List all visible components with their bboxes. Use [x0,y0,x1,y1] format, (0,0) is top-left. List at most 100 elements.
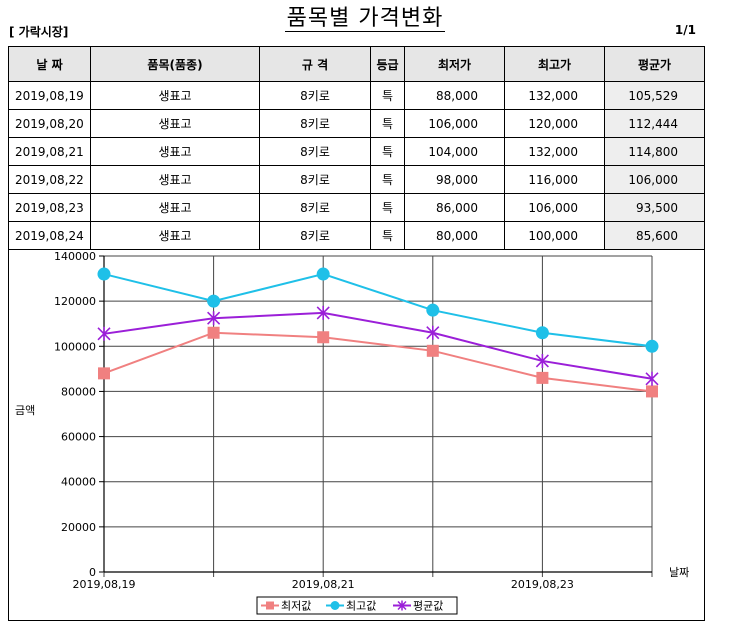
x-tick-label: 2019,08,19 [73,578,136,591]
y-tick-label: 120000 [54,295,96,308]
cell-spec: 8키로 [259,165,371,194]
cell-grade: 특 [370,221,405,250]
cell-max-price: 100,000 [504,221,605,250]
data-point-0-4 [536,371,549,384]
cell-avg-price: 106,000 [604,165,705,194]
cell-date: 2019,08,22 [8,165,91,194]
table-row: 2019,08,22 생표고 8키로 특 98,000 116,000 106,000 [8,165,705,194]
x-axis-label: 날짜 [669,566,689,579]
price-table: 날 짜 품목(품종) 규 격 등급 최저가 최고가 평균가 2019,08,19… [8,46,705,250]
data-point-1-2 [316,267,330,281]
column-header-spec: 규 격 [259,46,371,82]
cell-spec: 8키로 [259,137,371,166]
data-point-1-3 [426,303,440,317]
x-tick-label: 2019,08,21 [292,578,355,591]
table-header-row: 날 짜 품목(품종) 규 격 등급 최저가 최고가 평균가 [8,46,705,82]
table-row: 2019,08,20 생표고 8키로 특 106,000 120,000 112,444 [8,109,705,138]
cell-avg-price: 85,600 [604,221,705,250]
column-header-grade: 등급 [370,46,405,82]
page-indicator: 1/1 [674,23,696,37]
cell-min-price: 106,000 [404,109,505,138]
market-label: [ 가락시장] [9,25,69,39]
cell-spec: 8키로 [259,81,371,110]
price-chart: 0 20000 40000 60000 80000 100000 120000 140000 2… [8,249,705,621]
cell-min-price: 98,000 [404,165,505,194]
cell-grade: 특 [370,193,405,222]
cell-max-price: 120,000 [504,109,605,138]
data-point-2-0 [97,326,111,341]
table-row: 2019,08,19 생표고 8키로 특 88,000 132,000 105,529 [8,81,705,110]
series-line-0 [103,331,653,393]
y-axis-label: 금액 [15,404,35,417]
cell-grade: 특 [370,109,405,138]
data-point-1-4 [535,326,549,340]
column-header-item: 품목(품종) [90,46,260,82]
cell-avg-price: 105,529 [604,81,705,110]
cell-max-price: 116,000 [504,165,605,194]
data-point-0-2 [317,331,330,344]
data-point-2-2 [316,305,330,320]
legend-marker-2 [397,600,407,611]
cell-max-price: 132,000 [504,137,605,166]
legend-label-0: 최저값 [281,600,311,613]
legend-label-1: 최고값 [346,600,376,613]
report-title: 품목별 가격변화 [284,6,446,32]
cell-item: 생표고 [90,81,260,110]
cell-item: 생표고 [90,109,260,138]
legend-box [256,596,458,615]
data-point-1-5 [645,339,659,353]
data-point-0-0 [98,367,110,380]
cell-spec: 8키로 [259,221,371,250]
cell-item: 생표고 [90,193,260,222]
data-point-2-5 [645,371,659,386]
y-tick-label: 0 [89,566,96,579]
data-point-0-3 [426,344,439,357]
series-line-2 [103,311,653,380]
cell-avg-price: 93,500 [604,193,705,222]
cell-min-price: 104,000 [404,137,505,166]
legend-marker-0 [266,601,274,610]
table-row: 2019,08,21 생표고 8키로 특 104,000 132,000 114,800 [8,137,705,166]
cell-max-price: 132,000 [504,81,605,110]
cell-min-price: 86,000 [404,193,505,222]
column-header-date: 날 짜 [8,46,91,82]
cell-item: 생표고 [90,165,260,194]
table-row: 2019,08,23 생표고 8키로 특 86,000 106,000 93,500 [8,193,705,222]
column-header-min-price: 최저가 [404,46,505,82]
cell-avg-price: 112,444 [604,109,705,138]
y-tick-label: 100000 [54,340,96,353]
y-tick-label: 20000 [61,521,96,534]
cell-spec: 8키로 [259,193,371,222]
cell-avg-price: 114,800 [604,137,705,166]
line-chart-svg: 0 20000 40000 60000 80000 100000 120000 140000 2… [15,250,689,615]
data-point-2-4 [535,353,549,368]
cell-grade: 특 [370,137,405,166]
cell-item: 생표고 [90,137,260,166]
x-tick-label: 2019,08,23 [511,578,574,591]
data-point-2-1 [207,311,221,326]
cell-grade: 특 [370,165,405,194]
y-tick-label: 140000 [54,250,96,263]
data-point-0-1 [207,326,220,339]
cell-min-price: 80,000 [404,221,505,250]
y-tick-label: 40000 [61,476,96,489]
cell-date: 2019,08,20 [8,109,91,138]
cell-max-price: 106,000 [504,193,605,222]
series-line-1 [103,273,653,348]
cell-date: 2019,08,19 [8,81,91,110]
cell-date: 2019,08,21 [8,137,91,166]
cell-min-price: 88,000 [404,81,505,110]
data-point-2-3 [426,325,440,340]
cell-date: 2019,08,24 [8,221,91,250]
data-point-1-0 [97,267,111,281]
cell-spec: 8키로 [259,109,371,138]
y-tick-label: 60000 [61,431,96,444]
cell-date: 2019,08,23 [8,193,91,222]
legend-marker-1 [330,601,340,610]
cell-item: 생표고 [90,221,260,250]
column-header-max-price: 최고가 [504,46,605,82]
data-point-1-1 [207,294,221,308]
legend-label-2: 평균값 [413,600,443,613]
y-tick-label: 80000 [61,385,96,398]
data-point-0-5 [646,385,658,398]
